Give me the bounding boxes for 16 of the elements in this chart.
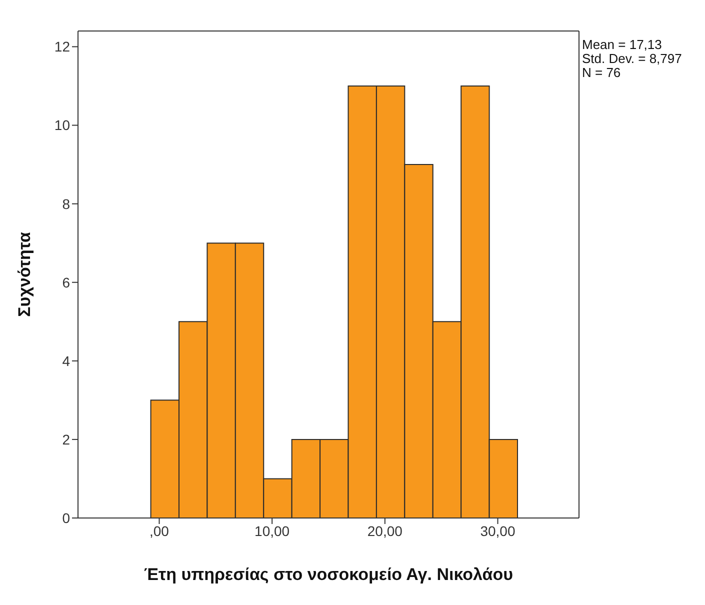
y-tick-label: 10 bbox=[54, 117, 70, 134]
x-tick-label: ,00 bbox=[150, 522, 170, 539]
x-tick-label: 30,00 bbox=[480, 522, 516, 539]
y-axis-title: Συχνότητα bbox=[15, 232, 34, 317]
x-tick-label: 10,00 bbox=[254, 522, 290, 539]
y-tick-label: 4 bbox=[62, 352, 70, 369]
text: N = 76 bbox=[582, 65, 622, 80]
text: Std. Dev. = 8,797 bbox=[582, 51, 682, 66]
x-tick-label: 20,00 bbox=[367, 522, 403, 539]
x-axis-title: Έτη υπηρεσίας στο νοσοκομείο Αγ. Νικολάου bbox=[144, 565, 514, 584]
y-tick-label: 12 bbox=[54, 38, 70, 55]
y-tick-label: 0 bbox=[62, 510, 70, 526]
y-tick-label: 2 bbox=[62, 431, 70, 448]
y-tick-label: 8 bbox=[62, 196, 70, 212]
text: Mean = 17,13 bbox=[582, 37, 663, 52]
y-tick-label: 6 bbox=[62, 274, 70, 290]
